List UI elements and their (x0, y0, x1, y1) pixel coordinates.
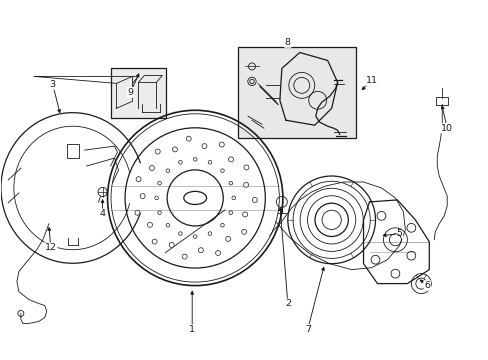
Circle shape (155, 196, 158, 200)
Circle shape (172, 147, 177, 152)
Circle shape (166, 224, 169, 227)
Text: 1: 1 (189, 325, 195, 334)
FancyBboxPatch shape (238, 46, 355, 138)
Circle shape (243, 183, 248, 187)
Circle shape (182, 254, 187, 259)
Text: 3: 3 (50, 80, 56, 89)
Circle shape (241, 229, 246, 234)
Text: 7: 7 (304, 325, 310, 334)
Circle shape (228, 157, 233, 162)
Circle shape (228, 181, 232, 185)
Text: 5: 5 (396, 229, 402, 238)
Circle shape (155, 149, 160, 154)
FancyBboxPatch shape (110, 68, 166, 118)
Circle shape (169, 243, 174, 247)
Text: 4: 4 (100, 210, 105, 219)
Text: 2: 2 (284, 299, 290, 308)
Text: 9: 9 (127, 88, 133, 97)
Circle shape (152, 239, 157, 244)
Circle shape (215, 251, 220, 256)
Text: 6: 6 (424, 281, 429, 290)
Text: 11: 11 (365, 76, 377, 85)
Circle shape (208, 161, 211, 164)
Circle shape (136, 177, 141, 182)
Circle shape (166, 169, 169, 172)
Circle shape (252, 198, 257, 202)
Circle shape (135, 210, 140, 215)
Circle shape (178, 232, 182, 235)
Circle shape (219, 142, 224, 147)
Text: 8: 8 (284, 38, 290, 47)
Circle shape (193, 158, 197, 161)
Circle shape (244, 165, 248, 170)
Circle shape (202, 144, 206, 149)
Circle shape (178, 161, 182, 164)
Circle shape (193, 235, 197, 238)
Circle shape (149, 166, 154, 171)
Circle shape (228, 211, 232, 215)
Text: 10: 10 (440, 124, 452, 133)
Circle shape (231, 196, 235, 200)
Circle shape (186, 136, 191, 141)
Circle shape (220, 169, 224, 172)
Text: 12: 12 (45, 243, 57, 252)
Circle shape (208, 232, 211, 235)
Circle shape (225, 237, 230, 241)
Circle shape (158, 211, 161, 215)
Circle shape (140, 194, 145, 199)
Circle shape (220, 224, 224, 227)
Circle shape (147, 222, 152, 227)
Circle shape (198, 248, 203, 253)
Circle shape (242, 212, 247, 217)
Circle shape (158, 181, 161, 185)
